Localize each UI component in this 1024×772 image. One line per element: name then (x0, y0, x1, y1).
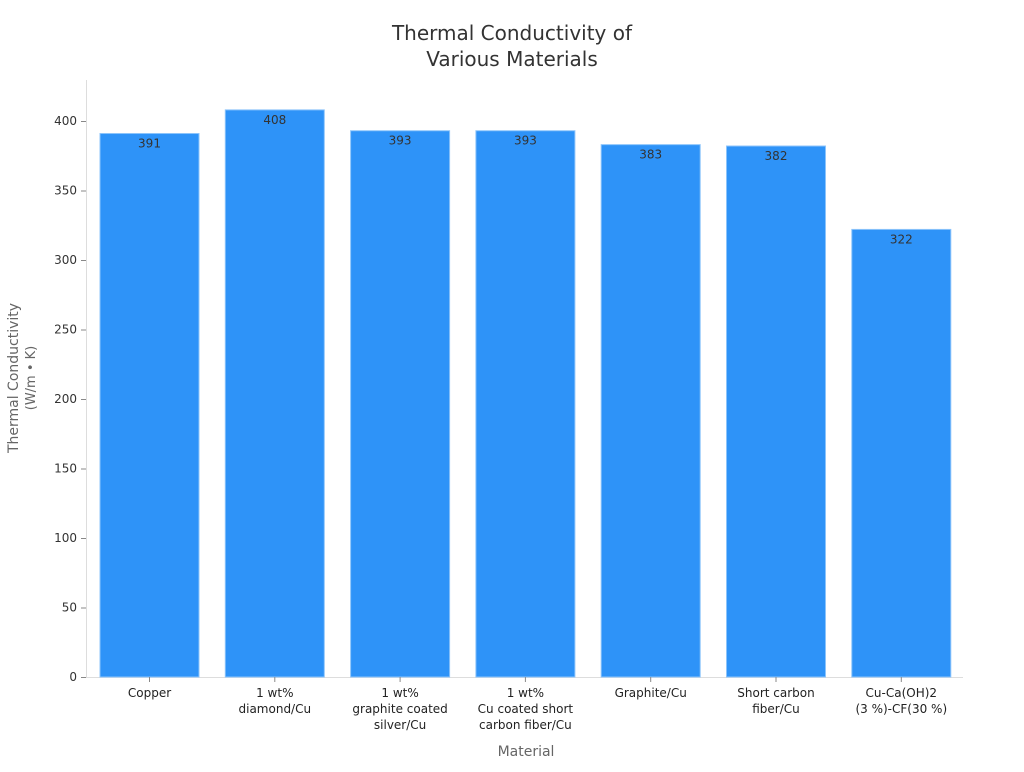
y-tick-label: 300 (54, 253, 77, 267)
bar (99, 133, 200, 678)
y-axis-label: Thermal Conductivity (W/m • K) (6, 303, 39, 454)
y-axis-label-line-1: Thermal Conductivity (6, 303, 22, 454)
y-tick-label: 0 (69, 670, 77, 684)
y-tick-label: 200 (54, 392, 77, 406)
x-tick-label: Cu-Ca(OH)2 (866, 686, 938, 700)
y-tick-label: 100 (54, 531, 77, 545)
data-label: 383 (639, 148, 662, 162)
x-tick-label: graphite coated (352, 702, 447, 716)
y-tick-label: 350 (54, 184, 77, 198)
x-tick-label: 1 wt% (381, 686, 418, 700)
x-tick-label: Copper (128, 686, 171, 700)
x-tick-label: Short carbon (737, 686, 814, 700)
x-tick-label: diamond/Cu (239, 702, 312, 716)
x-tick-label: Graphite/Cu (615, 686, 687, 700)
data-label: 408 (263, 113, 286, 127)
y-axis-label-line-2: (W/m • K) (24, 346, 39, 411)
x-tick-label: (3 %)-CF(30 %) (855, 702, 947, 716)
bar (851, 228, 952, 678)
bar (350, 130, 451, 678)
chart-title-line-1: Thermal Conductivity of (391, 21, 633, 45)
bar (600, 144, 701, 678)
x-tick-label: carbon fiber/Cu (479, 718, 572, 732)
x-tick-label: fiber/Cu (752, 702, 800, 716)
chart-title-line-2: Various Materials (426, 47, 598, 71)
bar (475, 130, 576, 678)
data-label: 322 (890, 232, 913, 246)
bar (224, 109, 325, 678)
data-label: 393 (389, 134, 412, 148)
y-tick-label: 150 (54, 462, 77, 476)
x-axis-label: Material (498, 744, 555, 760)
x-tick-label: 1 wt% (507, 686, 544, 700)
data-label: 391 (138, 137, 161, 151)
y-tick-label: 50 (62, 601, 77, 615)
data-label: 393 (514, 134, 537, 148)
bar (726, 145, 826, 678)
y-tick-label: 400 (54, 114, 77, 128)
x-tick-label: 1 wt% (256, 686, 293, 700)
x-tick-label: Cu coated short (478, 702, 574, 716)
x-tick-label: silver/Cu (374, 718, 426, 732)
y-tick-label: 250 (54, 323, 77, 337)
data-label: 382 (765, 149, 788, 163)
